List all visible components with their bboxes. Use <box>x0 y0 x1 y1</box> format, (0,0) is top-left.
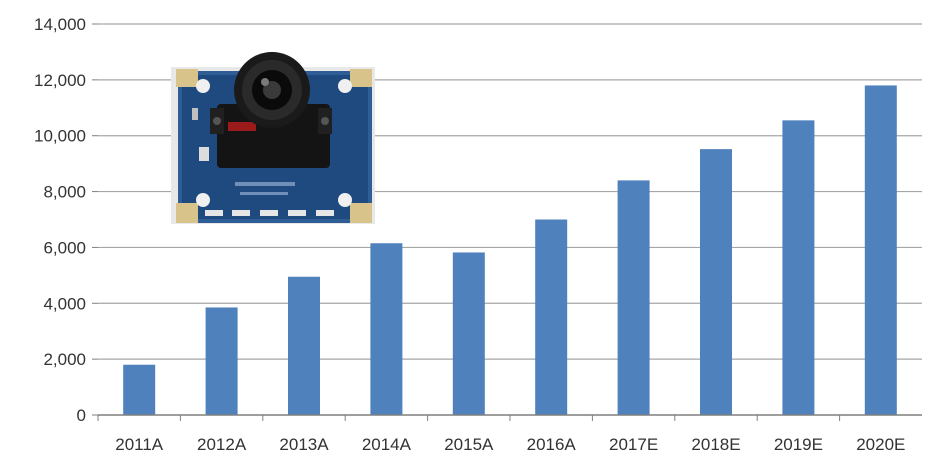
y-axis-ticks: 0 2,000 4,000 6,000 8,000 10,000 12,000 14,000 <box>34 15 98 425</box>
y-tick-label: 12,000 <box>34 71 86 90</box>
bar-2019E <box>782 120 815 415</box>
x-tick-label: 2020E <box>856 435 905 454</box>
y-tick-label: 8,000 <box>43 183 86 202</box>
y-tick-label: 14,000 <box>34 15 86 34</box>
bar-2011A <box>123 364 156 415</box>
bar-2013A <box>288 276 320 415</box>
bar-2016A <box>535 219 568 415</box>
bar-2015A <box>452 252 485 415</box>
y-tick-label: 6,000 <box>43 238 86 257</box>
bar-2014A <box>370 243 403 415</box>
bar-2018E <box>700 149 732 415</box>
bars <box>123 85 897 415</box>
bar-2020E <box>864 85 897 415</box>
x-tick-label: 2019E <box>774 435 823 454</box>
bar-2012A <box>205 307 238 415</box>
x-tick-label: 2016A <box>527 435 577 454</box>
camera-module-photo <box>171 52 375 224</box>
y-tick-label: 4,000 <box>43 294 86 313</box>
x-tick-label: 2015A <box>444 435 494 454</box>
x-tick-label: 2011A <box>115 435 164 454</box>
y-tick-label: 0 <box>77 406 86 425</box>
x-tick-label: 2018E <box>691 435 740 454</box>
x-axis-ticks: 2011A 2012A 2013A 2014A 2015A 2016A 2017E 2018E… <box>97 415 905 454</box>
x-tick-label: 2013A <box>279 435 329 454</box>
y-tick-label: 2,000 <box>43 350 86 369</box>
bar-2017E <box>617 180 650 415</box>
x-tick-label: 2017E <box>609 435 658 454</box>
x-tick-label: 2014A <box>362 435 412 454</box>
y-tick-label: 10,000 <box>34 127 86 146</box>
x-tick-label: 2012A <box>197 435 247 454</box>
